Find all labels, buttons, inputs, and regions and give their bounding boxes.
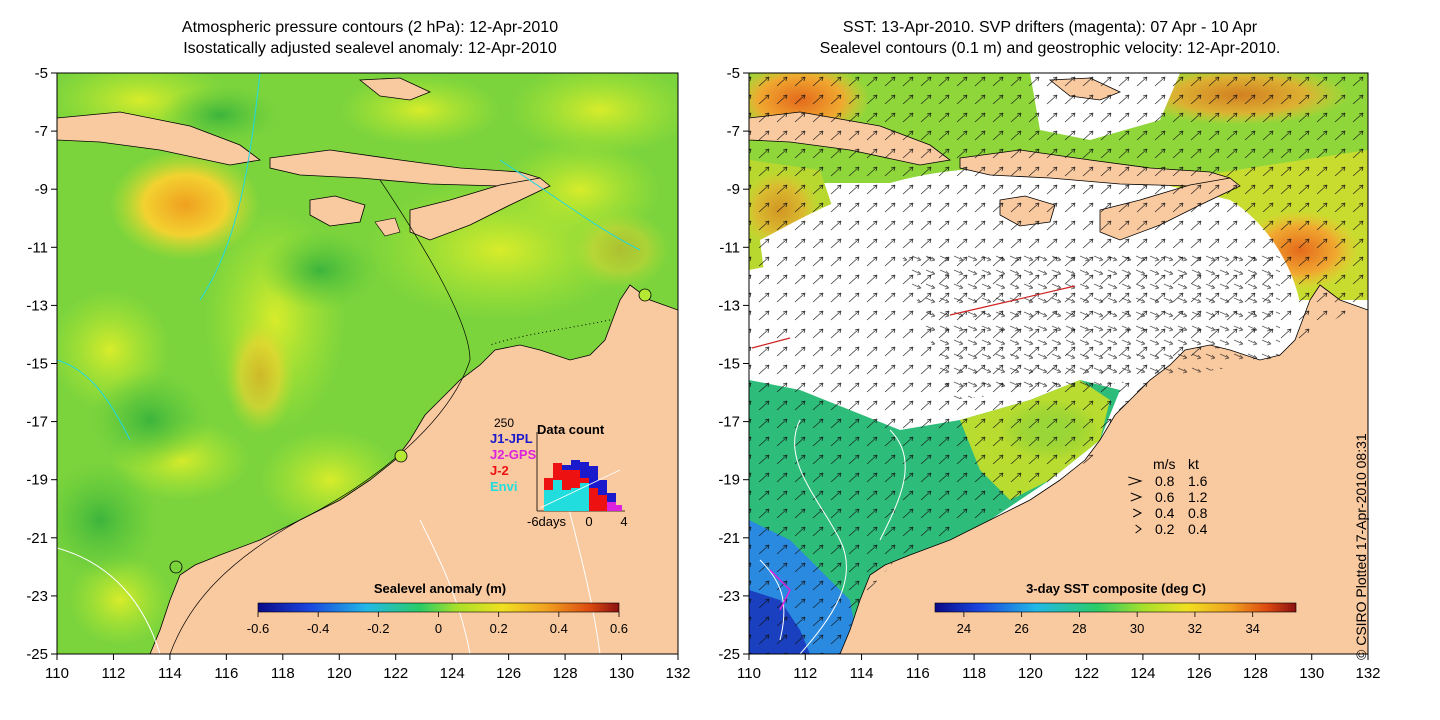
velocity-key-arrow-icon [1132, 508, 1143, 518]
lon-label-left: 126 [496, 665, 521, 682]
lon-label-left: 132 [665, 665, 690, 682]
colorbar-tick-label: 0 [435, 621, 442, 636]
lat-label-left: -19 [26, 472, 48, 489]
lon-label-right: 124 [1130, 665, 1155, 682]
lat-label-left: -13 [26, 297, 48, 314]
velocity-key-arrow-icon [1128, 476, 1143, 486]
inset-xlabel-start: -6days [527, 514, 567, 529]
lon-label-right: 114 [850, 665, 874, 682]
right-title-line2: Sealevel contours (0.1 m) and geostrophi… [819, 40, 1281, 57]
lat-label-left: -11 [27, 239, 48, 256]
velocity-key-header-ms: m/s [1153, 456, 1176, 472]
colorbar-tick-label: 34 [1245, 621, 1259, 636]
lat-label-right: -13 [718, 297, 740, 314]
lon-label-right: 110 [737, 665, 761, 682]
lat-label-left: -23 [26, 588, 48, 605]
colorbar-tick-label: -0.6 [247, 621, 269, 636]
velocity-key-kt: 0.4 [1188, 521, 1208, 537]
inset-legend-entry: Envi [490, 479, 517, 494]
velocity-key-header-kt: kt [1188, 456, 1199, 472]
lon-label-right: 116 [906, 665, 930, 682]
right-map-title: SST: 13-Apr-2010. SVP drifters (magenta)… [700, 17, 1400, 59]
axis-labels: -5 -7 -9 -11 -13 -15 -17 -19 -21 -23 -25 110 112 114 1… [26, 65, 1380, 682]
velocity-key-arrow-icon [1135, 524, 1142, 534]
lat-label-left: -9 [35, 181, 48, 198]
lon-label-right: 112 [793, 665, 817, 682]
lon-label-left: 116 [214, 665, 238, 682]
velocity-key-ms: 0.4 [1155, 505, 1175, 521]
lat-label-right: -9 [727, 181, 740, 198]
lon-label-left: 120 [327, 665, 352, 682]
velocity-key-kt: 0.8 [1188, 505, 1208, 521]
lat-label-right: -23 [718, 588, 740, 605]
lon-label-left: 114 [158, 665, 182, 682]
lat-label-left: -5 [35, 65, 48, 82]
lat-label-right: -25 [718, 646, 740, 663]
colorbar-tick-label: -0.4 [307, 621, 329, 636]
colorbar-tick-label: 32 [1188, 621, 1202, 636]
left-colorbar-label: Sealevel anomaly (m) [374, 581, 506, 596]
lon-label-right: 128 [1243, 665, 1268, 682]
lon-label-left: 118 [271, 665, 295, 682]
colorbar-tick-label: 28 [1072, 621, 1086, 636]
velocity-key-ms: 0.8 [1155, 473, 1175, 489]
lat-label-left: -7 [35, 123, 48, 140]
colorbar-tick-label: 24 [957, 621, 971, 636]
lat-label-right: -7 [727, 123, 740, 140]
lat-label-left: -17 [26, 414, 48, 431]
left-map-title: Atmospheric pressure contours (2 hPa): 1… [30, 17, 710, 59]
lat-label-right: -11 [719, 239, 740, 256]
colorbar-tick-label: -0.2 [367, 621, 389, 636]
velocity-key-ms: 0.6 [1155, 489, 1175, 505]
colorbar-tick-label: 0.2 [490, 621, 508, 636]
velocity-key: m/s kt 0.8 1.60.6 1.20.4 0.80.2 0.4 [1128, 456, 1208, 537]
right-title-line1: SST: 13-Apr-2010. SVP drifters (magenta)… [842, 19, 1258, 36]
colorbar-tick-label: 0.6 [610, 621, 628, 636]
lon-label-right: 118 [962, 665, 986, 682]
lon-label-right: 126 [1187, 665, 1212, 682]
lon-label-left: 124 [440, 665, 465, 682]
lon-label-right: 130 [1299, 665, 1324, 682]
lat-label-right: -21 [718, 530, 740, 547]
lat-label-right: -19 [718, 472, 740, 489]
velocity-key-arrow-icon [1130, 492, 1143, 502]
left-title-line1: Atmospheric pressure contours (2 hPa): 1… [181, 19, 559, 36]
lon-label-left: 122 [383, 665, 408, 682]
lat-label-right: -5 [727, 65, 740, 82]
velocity-key-ms: 0.2 [1155, 521, 1175, 537]
lon-label-right: 120 [1018, 665, 1043, 682]
inset-legend-entry: J-2 [490, 463, 509, 478]
inset-title: Data count [537, 422, 605, 437]
lon-label-left: 112 [101, 665, 125, 682]
left-map-field [57, 73, 678, 654]
velocity-key-kt: 1.2 [1188, 489, 1208, 505]
right-colorbar-label: 3-day SST composite (deg C) [1026, 581, 1206, 596]
lon-label-left: 130 [609, 665, 634, 682]
inset-ymax-label: 250 [494, 416, 514, 430]
lat-label-left: -15 [26, 356, 48, 373]
lon-label-left: 128 [553, 665, 578, 682]
velocity-key-kt: 1.6 [1188, 473, 1208, 489]
lat-label-right: -17 [718, 414, 740, 431]
lon-label-right: 122 [1074, 665, 1099, 682]
colorbar-tick-label: 30 [1130, 621, 1144, 636]
credit-text: © CSIRO Plotted 17-Apr-2010 08:31 [1353, 433, 1369, 660]
colorbar-tick-label: 0.4 [550, 621, 568, 636]
lat-label-right: -15 [718, 356, 740, 373]
left-title-line2: Isostatically adjusted sealevel anomaly:… [183, 40, 557, 57]
colorbar-tick-label: 26 [1014, 621, 1028, 636]
lon-label-right: 132 [1355, 665, 1380, 682]
inset-legend-entry: J1-JPL [490, 431, 533, 446]
lat-label-left: -21 [26, 530, 48, 547]
inset-xlabel-zero: 0 [585, 514, 592, 529]
inset-legend-entry: J2-GPS [490, 447, 537, 462]
lon-label-left: 110 [45, 665, 69, 682]
left-colorbar: Sealevel anomaly (m) -0.6 -0.4 -0.2 0 0.2 0.4… [247, 581, 628, 636]
right-map-field [749, 73, 1368, 654]
right-colorbar: 3-day SST composite (deg C) 24 26 28 30 32 34 [934, 581, 1297, 636]
lat-label-left: -25 [26, 646, 48, 663]
inset-xlabel-end: 4 [620, 514, 627, 529]
